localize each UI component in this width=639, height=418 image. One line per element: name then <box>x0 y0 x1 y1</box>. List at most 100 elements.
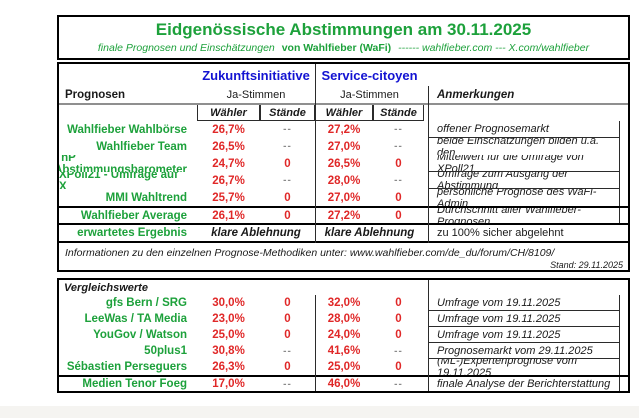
comparison-title: Vergleichswerte <box>64 281 148 294</box>
table-row: 50plus1 30,8% -- 41,6% -- Prognosemarkt … <box>59 343 628 359</box>
title-box: Eidgenössische Abstimmungen am 30.11.202… <box>57 15 630 60</box>
table-row: MMI Wahltrend 25,7% 0 27,0% 0 persönlich… <box>59 189 628 206</box>
annotation-cell: (ML-)Expertenprognose vom 19.11.2025 <box>428 359 620 375</box>
subheader-staende-1: Stände <box>260 105 315 121</box>
row-label: ThP Abstimmungsbarometer <box>59 155 187 172</box>
value-cell: -- <box>394 345 403 357</box>
value-cell: 24,0% <box>327 329 361 341</box>
ja-stimmen-label-2: Ja-Stimmen <box>340 88 399 101</box>
row-label: Sébastien Perseguers <box>66 361 187 373</box>
annotation-divider-line <box>428 280 429 391</box>
column-header-prognosen: Prognosen <box>65 88 126 101</box>
comparison-table: Vergleichswerte gfs Bern / SRG 30,0% 0 3… <box>57 278 630 393</box>
value-cell: 30,0% <box>212 297 245 309</box>
forecast-table: Zukunftsinitiative Service-citoyen Progn… <box>57 62 630 272</box>
average-row: Wahlfieber Average 26,1% 0 27,2% 0 Durch… <box>59 206 628 225</box>
value-cell: 0 <box>284 157 291 170</box>
table-row: Wahlfieber Wahlbörse 26,7% -- 27,2% -- o… <box>59 121 628 138</box>
empty-cell <box>424 105 628 121</box>
subtitle-author: von Wahlfieber (WaFi) <box>281 42 392 54</box>
row-label: Wahlfieber Team <box>96 140 187 153</box>
value-cell: 0 <box>395 329 402 341</box>
value-cell: 0 <box>395 297 402 309</box>
value-cell: 30,8% <box>212 345 245 357</box>
value-cell: 0 <box>395 191 402 204</box>
methods-info-text: Informationen zu den einzelnen Prognose-… <box>65 247 555 259</box>
annotation-cell: Umfrage vom 19.11.2025 <box>428 327 620 343</box>
page-subtitle: finale Prognosen und Einschätzungen von … <box>59 42 628 54</box>
value-cell: 24,7% <box>212 157 245 170</box>
subtitle-links: ------ wahlfieber.com --- X.com/wahlfieb… <box>398 42 590 54</box>
value-cell: -- <box>394 141 403 152</box>
table-row: gfs Bern / SRG 30,0% 0 32,0% 0 Umfrage v… <box>59 295 628 311</box>
row-label: 50plus1 <box>144 345 187 357</box>
value-cell: 0 <box>284 329 291 341</box>
annotation-cell: finale Analyse der Berichterstattung <box>428 377 620 391</box>
value-cell: -- <box>394 175 403 186</box>
row-label: Medien Tenor Foeg <box>82 378 187 390</box>
annotation-cell: Mittelwert für die Umfrage von XPoll21 <box>428 155 620 172</box>
subheader-waehler-2: Wähler <box>315 105 373 121</box>
value-cell: -- <box>283 124 292 135</box>
value-cell: 0 <box>395 209 402 222</box>
value-cell: 46,0% <box>327 378 361 390</box>
bottom-edge-band <box>0 406 639 418</box>
table-row: LeeWas / TA Media 23,0% 0 28,0% 0 Umfrag… <box>59 311 628 327</box>
final-analysis-row: Medien Tenor Foeg 17,0% -- 46,0% -- fina… <box>59 375 628 391</box>
value-cell: 27,0% <box>327 191 361 204</box>
ja-stimmen-label-1: Ja-Stimmen <box>226 88 286 101</box>
value-cell: 27,2% <box>327 209 361 222</box>
table-row: YouGov / Watson 25,0% 0 24,0% 0 Umfrage … <box>59 327 628 343</box>
header-row-initiatives: Zukunftsinitiative Service-citoyen <box>59 64 628 86</box>
empty-cell <box>59 105 197 121</box>
value-cell: 0 <box>284 313 291 325</box>
row-label: LeeWas / TA Media <box>84 313 187 325</box>
group-divider-line <box>315 64 316 243</box>
subtitle-intro: finale Prognosen und Einschätzungen <box>97 42 275 54</box>
annotation-cell: zu 100% sicher abgelehnt <box>437 227 564 239</box>
value-cell: -- <box>283 175 292 186</box>
value-cell: 0 <box>284 191 291 204</box>
row-label: MMI Wahltrend <box>105 191 187 204</box>
column-group-service-citoyen: Service-citoyen <box>321 67 418 83</box>
annotation-cell: Durchschnitt aller Wahlfieber-Prognosen <box>428 208 620 223</box>
row-label: Wahlfieber Average <box>80 209 187 222</box>
value-cell: 26,1% <box>212 209 245 222</box>
value-cell: -- <box>283 141 292 152</box>
value-cell: 26,7% <box>212 174 245 187</box>
value-cell: 28,0% <box>327 174 361 187</box>
row-label: XPoll21 - Umfrage auf X <box>59 172 178 189</box>
value-cell: 0 <box>395 313 402 325</box>
value-cell: 0 <box>284 209 291 222</box>
value-cell: 32,0% <box>327 297 361 309</box>
stand-date: Stand: 29.11.2025 <box>550 260 623 270</box>
header-row-subcolumns: Wähler Stände Wähler Stände <box>59 105 628 121</box>
column-group-zukunftsinitiative: Zukunftsinitiative <box>202 67 310 83</box>
annotation-divider-line <box>428 86 429 243</box>
annotation-cell: Umfrage zum Ausgang der Abstimmung <box>428 172 620 189</box>
row-label: gfs Bern / SRG <box>105 297 187 309</box>
value-cell: -- <box>283 378 292 390</box>
annotation-cell: Umfrage vom 19.11.2025 <box>428 311 620 327</box>
table-row: Sébastien Perseguers 26,3% 0 25,0% 0 (ML… <box>59 359 628 375</box>
subheader-staende-2: Stände <box>373 105 424 121</box>
value-cell: 26,5% <box>327 157 361 170</box>
subheader-waehler-1: Wähler <box>197 105 260 121</box>
table-row: Wahlfieber Team 26,5% -- 27,0% -- beide … <box>59 138 628 155</box>
annotation-cell: beide Einschätzungen bilden u.a. den <box>428 138 620 155</box>
column-header-anmerkungen: Anmerkungen <box>437 88 515 101</box>
header-row-labels: Prognosen Ja-Stimmen Ja-Stimmen Anmerkun… <box>59 86 628 105</box>
value-cell: 27,0% <box>327 140 361 153</box>
row-label: erwartetes Ergebnis <box>77 227 187 239</box>
value-cell: 17,0% <box>212 378 245 390</box>
annotation-cell: Prognosemarkt vom 29.11.2025 <box>428 343 620 359</box>
annotation-cell: offener Prognosemarkt <box>428 121 620 138</box>
value-cell: -- <box>394 378 403 390</box>
annotation-cell: Umfrage vom 19.11.2025 <box>428 295 620 311</box>
table-row: ThP Abstimmungsbarometer 24,7% 0 26,5% 0… <box>59 155 628 172</box>
value-cell: 0 <box>395 157 402 170</box>
value-cell: 25,7% <box>212 191 245 204</box>
empty-cell <box>424 64 628 86</box>
value-cell: 26,5% <box>212 140 245 153</box>
